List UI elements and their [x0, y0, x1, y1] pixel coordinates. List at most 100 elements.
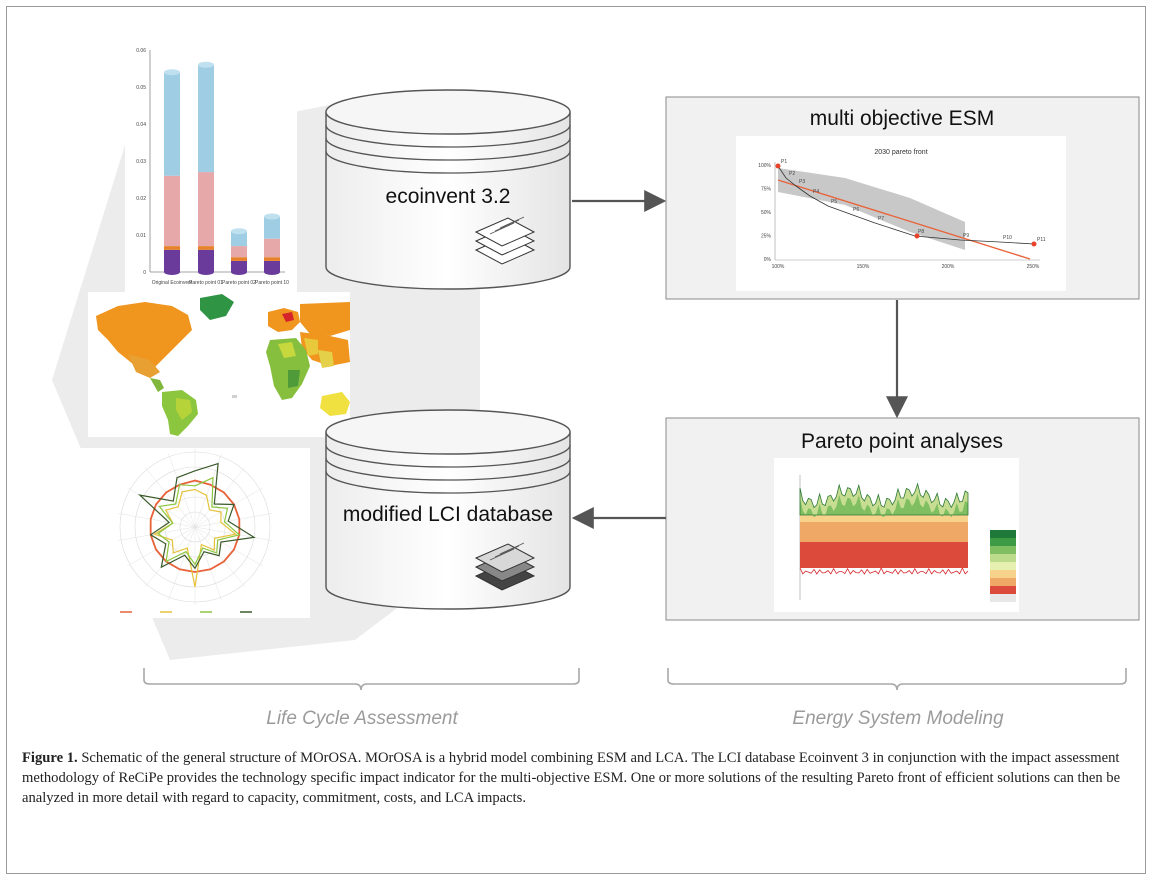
dispatch-band [800, 542, 968, 568]
bar-segment [231, 246, 247, 258]
lca-section-label: Life Cycle Assessment [266, 708, 458, 729]
pareto-point-label: P4 [813, 189, 819, 195]
bar-axis-tick: 0.01 [136, 233, 146, 239]
bar-segment [264, 216, 280, 239]
radar-spoke [194, 526, 246, 587]
color-scale-step [990, 594, 1016, 602]
radar-spoke [194, 467, 246, 528]
bar-axis-tick: 0.05 [136, 85, 146, 91]
lca-radar-chart [80, 448, 310, 618]
radar-spoke [168, 526, 196, 601]
bar-category-label: Original Ecoinvent [152, 280, 193, 286]
caption-text: Schematic of the general structure of MO… [22, 750, 1121, 806]
world-map [88, 292, 350, 437]
pareto-point-label: P6 [853, 207, 859, 213]
bar-axis-tick: 0.06 [136, 48, 146, 54]
bar-segment [164, 246, 180, 250]
diagram-canvas: 0 0.01 0.02 0.03 0.04 0.05 0.06 Original Ecoin… [52, 48, 1140, 729]
bar-cap [264, 213, 280, 220]
bar-base [264, 269, 280, 275]
bar-category-label: Pareto point 01 [189, 280, 223, 286]
pareto-y-tick: 75% [761, 187, 772, 193]
bar-category-label: Pareto point 02 [222, 280, 256, 286]
pareto-point-label: P11 [1037, 237, 1046, 243]
document-stack-dark-icon [474, 542, 536, 591]
bar-segment [264, 260, 280, 272]
pareto-y-tick: 50% [761, 210, 772, 216]
document-stack-icon [474, 216, 536, 265]
bar-axis-tick: 0.04 [136, 122, 146, 128]
bar-segment [264, 238, 280, 258]
radar-spoke [194, 526, 222, 601]
bar-segment [198, 64, 214, 173]
radar-spoke [144, 467, 196, 528]
pareto-point-label: P1 [781, 159, 787, 165]
bar-segment [231, 231, 247, 247]
color-scale-step [990, 586, 1016, 594]
pareto-y-tick: 100% [758, 163, 771, 169]
radar-spoke [194, 526, 263, 567]
multi-objective-esm-panel: multi objective ESM 2030 pareto front 10… [665, 96, 1140, 300]
bar-axis-tick: 0.03 [136, 159, 146, 165]
bar-segment [264, 257, 280, 261]
pareto-analyses-panel: Pareto point analyses [665, 417, 1140, 621]
radar-spoke [144, 526, 196, 587]
db-top-label: ecoinvent 3.2 [386, 185, 511, 208]
db-bottom-label: modified LCI database [343, 503, 553, 526]
radar-spoke [168, 453, 196, 528]
bar-segment [198, 246, 214, 250]
color-scale-step [990, 562, 1016, 570]
radar-spoke [127, 526, 196, 567]
bar-segment [231, 260, 247, 272]
color-scale-step [990, 538, 1016, 546]
esm-section-label: Energy System Modeling [792, 708, 1004, 729]
color-scale-step [990, 554, 1016, 562]
radar-series-line [157, 476, 241, 566]
pareto-panel-title: Pareto point analyses [801, 430, 1003, 453]
bar-axis-tick: 0.02 [136, 196, 146, 202]
pareto-x-tick: 200% [942, 264, 955, 270]
bar-segment [164, 175, 180, 247]
dispatch-band [800, 515, 968, 522]
dispatch-line [799, 482, 969, 516]
color-scale-step [990, 570, 1016, 578]
radar-spoke [194, 487, 263, 528]
bar-segment [198, 172, 214, 247]
lca-bracket [143, 668, 580, 691]
dispatch-area [800, 493, 968, 518]
radar-spoke [194, 453, 222, 528]
pareto-point-label: P2 [789, 171, 795, 177]
bar-category-label: Pareto point 10 [255, 280, 289, 286]
radar-spoke [194, 526, 272, 541]
bar-base [198, 269, 214, 275]
esm-bracket [667, 668, 1127, 691]
pareto-x-tick: 100% [772, 264, 785, 270]
bar-axis-tick: 0 [143, 270, 146, 276]
color-scale-step [990, 530, 1016, 538]
pareto-point-label: P8 [918, 229, 924, 235]
pareto-y-tick: 0% [764, 257, 772, 263]
radar-series-line [152, 488, 237, 588]
pareto-point-label: P10 [1003, 235, 1012, 241]
pareto-x-tick: 250% [1027, 264, 1040, 270]
bar-segment [198, 249, 214, 272]
flow-arrows [571, 190, 908, 529]
color-scale-step [990, 578, 1016, 586]
bar-segment [164, 249, 180, 272]
bar-segment [231, 257, 247, 261]
pareto-point-label: P7 [878, 216, 884, 222]
bar-base [164, 269, 180, 275]
pareto-point-label: P3 [799, 179, 805, 185]
radar-series-line [137, 462, 256, 570]
color-scale-step [990, 546, 1016, 554]
pareto-point-label: P5 [831, 199, 837, 205]
figure-caption: Figure 1. Schematic of the general struc… [22, 748, 1130, 808]
radar-spoke [118, 513, 196, 528]
pareto-y-tick: 25% [761, 234, 772, 240]
bar-base [231, 269, 247, 275]
bar-segment [164, 72, 180, 176]
bar-cap [231, 228, 247, 235]
caption-label: Figure 1. [22, 750, 78, 766]
pareto-x-tick: 150% [857, 264, 870, 270]
dispatch-line [799, 567, 969, 575]
